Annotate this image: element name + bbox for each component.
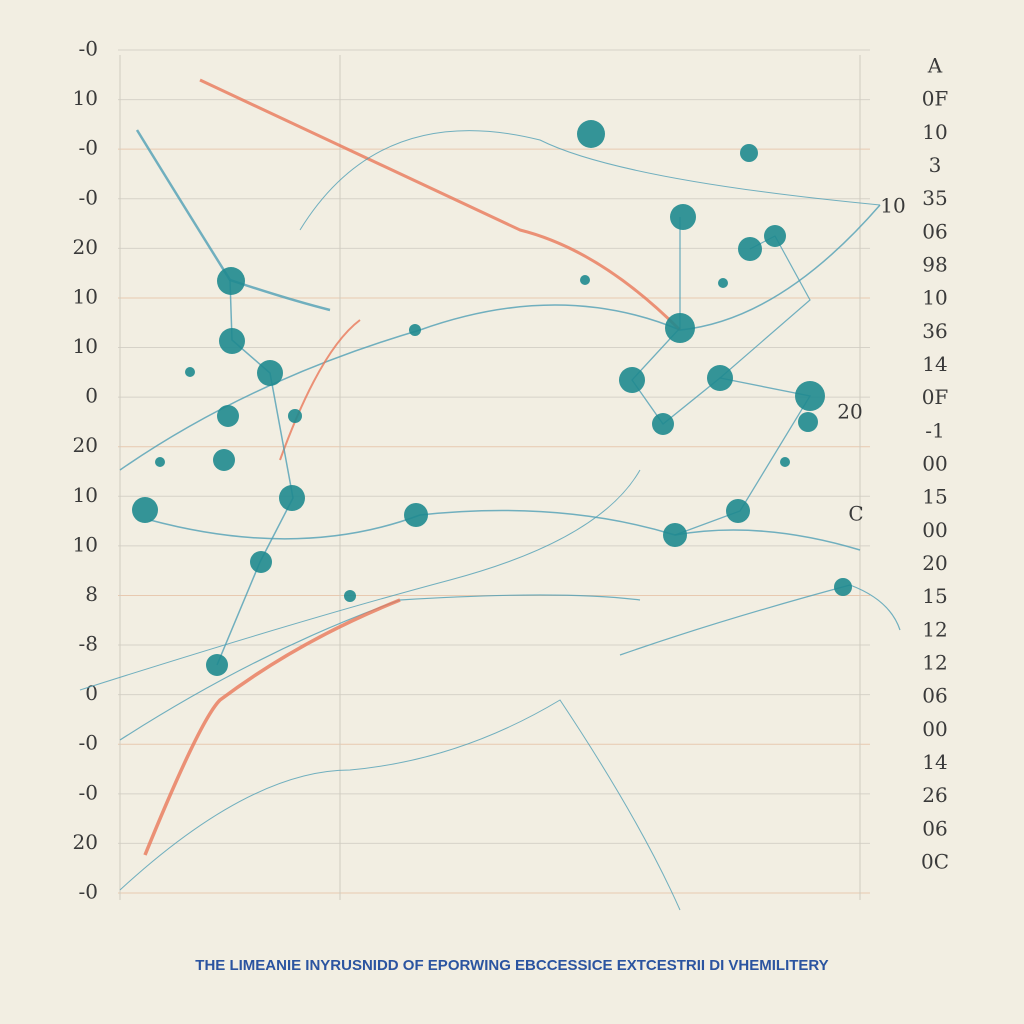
left-label: -0 [79, 136, 98, 160]
left-label: 10 [73, 483, 98, 507]
node [213, 449, 235, 471]
curve [199, 78, 682, 332]
curve [149, 509, 861, 551]
curve [119, 204, 881, 471]
right-label: 12 [922, 651, 947, 675]
node [670, 204, 696, 230]
left-label: 20 [73, 830, 98, 854]
node [663, 523, 687, 547]
curve [719, 235, 811, 379]
right-label: 14 [922, 352, 947, 376]
node [665, 313, 695, 343]
node [652, 413, 674, 435]
node [726, 499, 750, 523]
right-label: 10 [922, 286, 947, 310]
right-label: -1 [925, 418, 944, 442]
node [288, 409, 302, 423]
node [185, 367, 195, 377]
right-label: 15 [922, 485, 947, 509]
curve [619, 584, 901, 656]
node [780, 457, 790, 467]
node [206, 654, 228, 676]
node [344, 590, 356, 602]
right-label: 00 [922, 518, 947, 542]
node [740, 144, 758, 162]
node [217, 267, 245, 295]
curve [299, 130, 881, 231]
right-label: 06 [922, 684, 947, 708]
right-label: 0C [921, 850, 949, 874]
right-label: 3 [929, 153, 942, 177]
left-label: -0 [79, 185, 98, 209]
left-label: -8 [79, 632, 98, 656]
right-label: 06 [922, 816, 947, 840]
inline-label: 10 [880, 194, 905, 218]
node [764, 225, 786, 247]
left-label: -0 [79, 880, 98, 904]
inline-label: C [848, 502, 863, 526]
left-label: -0 [79, 780, 98, 804]
right-label: 10 [922, 120, 947, 144]
node [834, 578, 852, 596]
right-label: 00 [922, 717, 947, 741]
right-label: 35 [922, 186, 947, 210]
node [580, 275, 590, 285]
inline-label: 20 [837, 400, 862, 424]
curve [119, 699, 681, 911]
curve [279, 319, 361, 461]
right-label: 14 [922, 750, 947, 774]
right-label: 98 [922, 253, 947, 277]
node [795, 381, 825, 411]
right-label: 36 [922, 319, 947, 343]
right-label: 0F [922, 385, 949, 409]
node [219, 328, 245, 354]
node [707, 365, 733, 391]
left-label: 20 [73, 433, 98, 457]
right-label: 15 [922, 584, 947, 608]
node [619, 367, 645, 393]
left-label: 8 [85, 582, 98, 606]
left-label: 10 [73, 86, 98, 110]
right-label: 0F [922, 87, 949, 111]
left-label: 10 [73, 532, 98, 556]
node [738, 237, 762, 261]
left-label: -0 [79, 37, 98, 61]
node [409, 324, 421, 336]
left-label: 10 [73, 334, 98, 358]
right-label: 20 [922, 551, 947, 575]
node [404, 503, 428, 527]
right-label: 00 [922, 452, 947, 476]
node [155, 457, 165, 467]
title: THE LIMEANIE INYRUSNIDD OF EPORWING EBCC… [195, 957, 828, 974]
node [217, 405, 239, 427]
left-label: 10 [73, 284, 98, 308]
node [132, 497, 158, 523]
right-label: 06 [922, 219, 947, 243]
node [257, 360, 283, 386]
right-label: A [927, 54, 943, 78]
curve [143, 598, 401, 856]
node [279, 485, 305, 511]
node [250, 551, 272, 573]
right-label: 26 [922, 783, 947, 807]
left-label: 20 [73, 235, 98, 259]
left-label: 0 [85, 384, 98, 408]
node [718, 278, 728, 288]
left-label: -0 [79, 731, 98, 755]
node [798, 412, 818, 432]
right-label: 12 [922, 617, 947, 641]
node [577, 120, 605, 148]
curve [79, 469, 641, 691]
